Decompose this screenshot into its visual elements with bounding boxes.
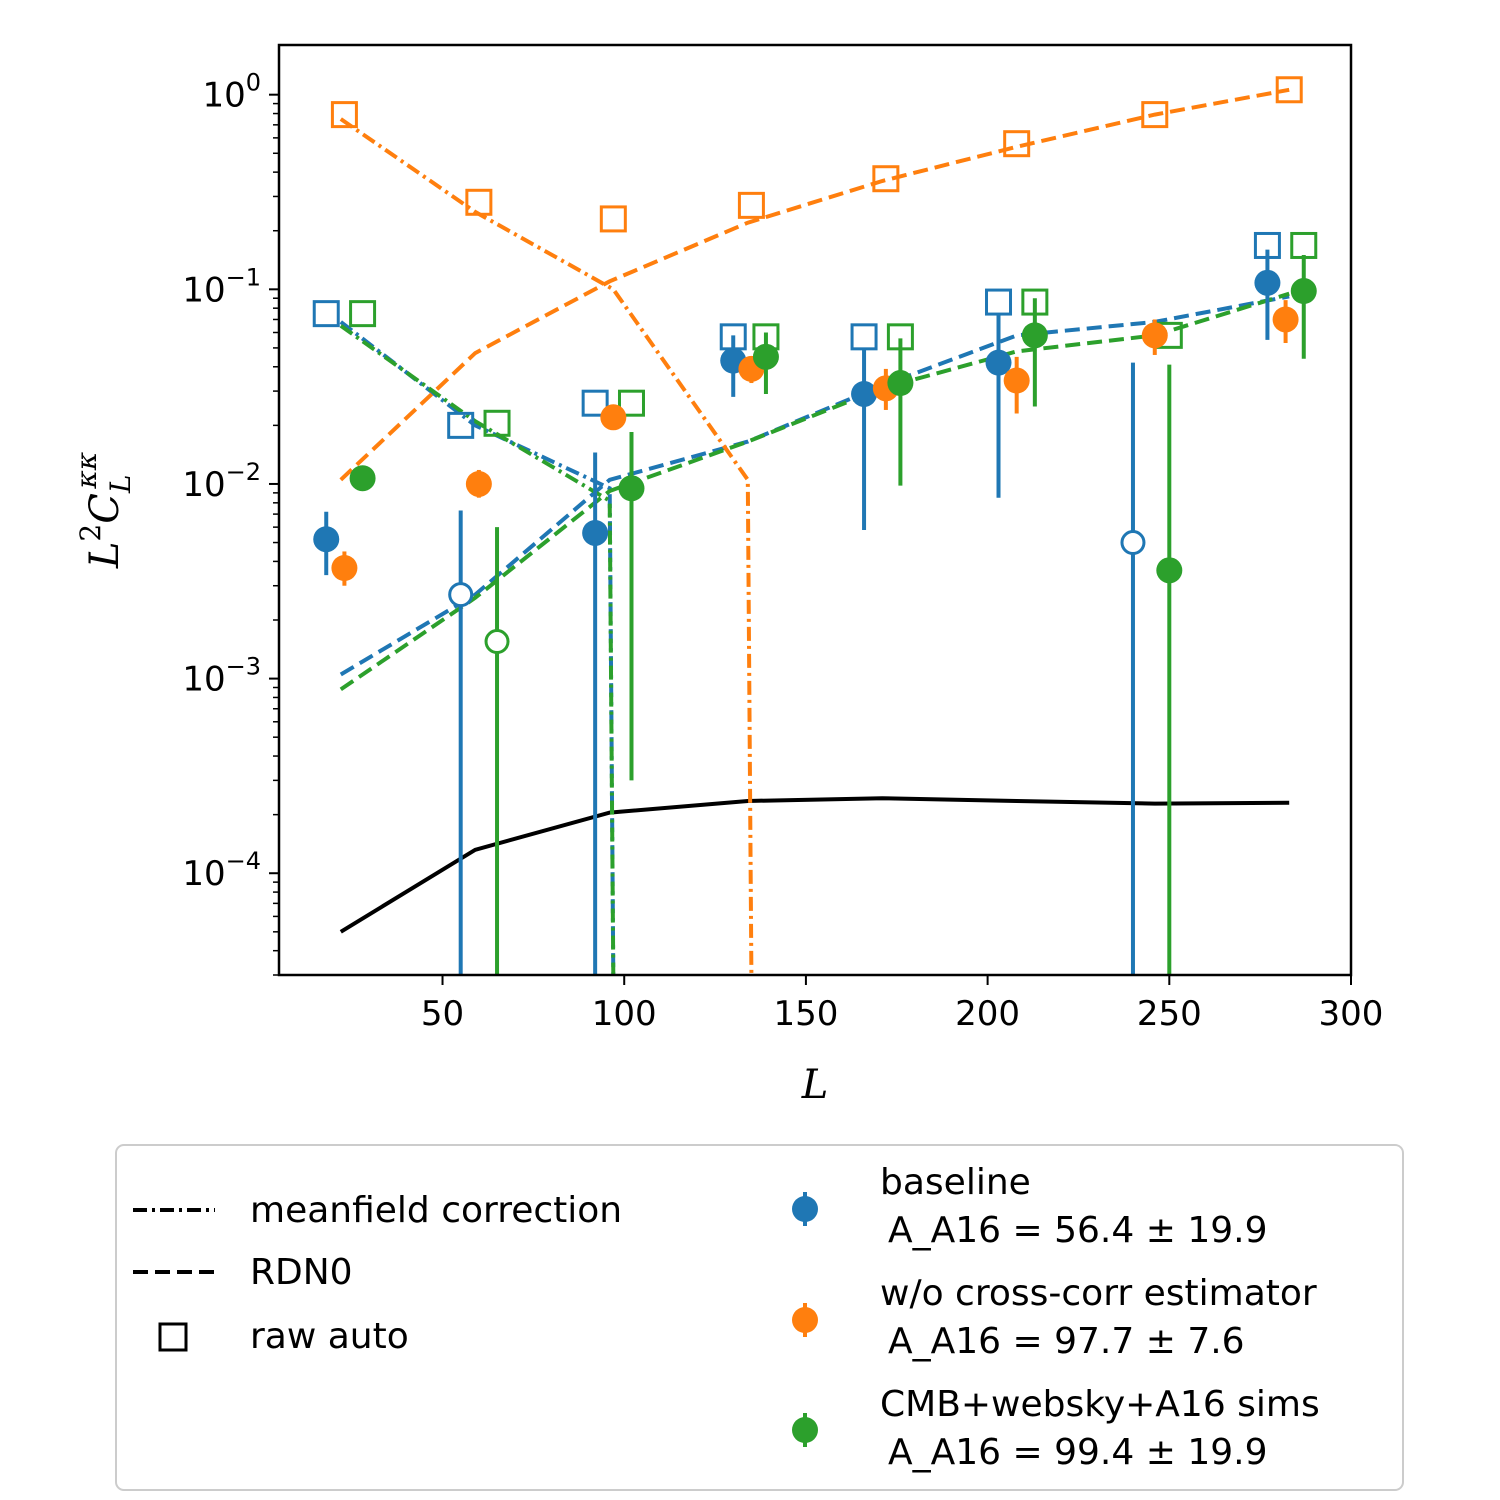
cmb-websky-a16-sims-point-5 xyxy=(1021,322,1048,349)
x-tick-label-250: 250 xyxy=(1137,994,1202,1034)
w-o-cross-corr-estimator-raw-auto-7 xyxy=(1275,76,1303,104)
legend-sims-marker xyxy=(792,1417,818,1443)
baseline-point-5 xyxy=(985,349,1012,376)
legend-baseline-marker xyxy=(792,1196,818,1222)
cmb-websky-a16-sims-raw-auto-7 xyxy=(1290,231,1318,259)
w-o-cross-corr-estimator-raw-auto-1 xyxy=(465,188,493,216)
baseline-point-0 xyxy=(313,526,340,553)
baseline-raw-auto-4 xyxy=(850,323,878,351)
x-axis: 50 100 150 200 250 300 xyxy=(421,975,1384,1034)
baseline-point-4 xyxy=(851,380,878,407)
w-o-cross-corr-estimator-raw-auto-0 xyxy=(330,101,358,129)
legend-box xyxy=(115,1144,1404,1491)
legend: meanfield correction RDN0 raw auto basel… xyxy=(115,1144,1404,1491)
cmb-websky-a16-sims-point-3 xyxy=(752,343,779,370)
w-o-cross-corr-estimator-raw-auto-3 xyxy=(737,191,765,219)
legend-meanfield-label: meanfield correction xyxy=(250,1190,622,1231)
x-tick-label-100: 100 xyxy=(592,994,657,1034)
w-o-cross-corr-estimator-point-2 xyxy=(600,404,627,431)
cmb-websky-a16-sims-point-4 xyxy=(887,370,914,397)
legend-sims-amplitude: A_A16 = 99.4 ± 19.9 xyxy=(888,1432,1267,1473)
baseline-raw-auto-5 xyxy=(985,288,1013,316)
x-axis-label: L xyxy=(801,1062,829,1108)
x-tick-label-50: 50 xyxy=(421,994,464,1034)
w-o-cross-corr-estimator-meanfield-line xyxy=(339,117,754,975)
legend-no-cross-entry: w/o cross-corr estimator A_A16 = 97.7 ± … xyxy=(792,1273,1317,1362)
y-axis: 10−4 10−3 10−2 10−1 100 xyxy=(182,69,279,976)
svg-text:L2CLκκ: L2CLκκ xyxy=(70,452,137,569)
y-tick-label--3: 10−3 xyxy=(182,653,261,700)
plot-frame xyxy=(277,43,1353,977)
cmb-websky-a16-sims-point-2 xyxy=(618,475,645,502)
w-o-cross-corr-estimator-point-6 xyxy=(1141,322,1168,349)
legend-no-cross-amplitude: A_A16 = 97.7 ± 7.6 xyxy=(888,1321,1245,1362)
cmb-websky-a16-sims-meanfield-line xyxy=(339,324,616,975)
legend-rdn0-label: RDN0 xyxy=(250,1252,353,1293)
w-o-cross-corr-estimator-raw-auto-2 xyxy=(599,205,627,233)
baseline-point-1 xyxy=(448,582,474,608)
legend-sims-entry: CMB+websky+A16 sims A_A16 = 99.4 ± 19.9 xyxy=(792,1384,1320,1473)
x-tick-label-300: 300 xyxy=(1319,994,1384,1034)
baseline-raw-auto-1 xyxy=(447,411,475,439)
cmb-websky-a16-sims-point-1 xyxy=(484,629,510,655)
y-tick-label-0: 100 xyxy=(202,69,261,116)
baseline-point-2 xyxy=(582,519,609,546)
legend-baseline-entry: baseline A_A16 = 56.4 ± 19.9 xyxy=(792,1162,1267,1251)
w-o-cross-corr-estimator-point-0 xyxy=(331,555,358,582)
cmb-websky-a16-sims-raw-auto-2 xyxy=(617,389,645,417)
theory-curve xyxy=(339,796,1290,934)
legend-no-cross-label: w/o cross-corr estimator xyxy=(880,1273,1317,1314)
y-axis-label: L2CLκκ xyxy=(70,452,137,569)
cmb-websky-a16-sims-rdn0-line xyxy=(339,291,1290,692)
legend-baseline-label: baseline xyxy=(880,1162,1031,1203)
cmb-websky-a16-sims-point-0 xyxy=(349,465,376,492)
legend-raw-auto-swatch xyxy=(158,1322,188,1352)
w-o-cross-corr-estimator-raw-auto-6 xyxy=(1141,101,1169,129)
legend-sims-label: CMB+websky+A16 sims xyxy=(880,1384,1320,1425)
w-o-cross-corr-estimator-rdn0-line xyxy=(339,87,1290,482)
w-o-cross-corr-estimator-point-7 xyxy=(1272,306,1299,333)
legend-no-cross-marker xyxy=(792,1307,818,1333)
x-tick-label-150: 150 xyxy=(773,994,838,1034)
y-tick-label--1: 10−1 xyxy=(182,263,261,310)
baseline-point-6 xyxy=(1120,530,1146,556)
cmb-websky-a16-sims-raw-auto-1 xyxy=(483,409,511,437)
legend-baseline-amplitude: A_A16 = 56.4 ± 19.9 xyxy=(888,1210,1267,1251)
y-tick-label--2: 10−2 xyxy=(182,458,261,505)
plot-content xyxy=(312,76,1318,975)
w-o-cross-corr-estimator-raw-auto-4 xyxy=(872,165,900,193)
y-tick-label--4: 10−4 xyxy=(182,847,261,894)
baseline-raw-auto-2 xyxy=(581,389,609,417)
plot-area xyxy=(312,76,1318,975)
cmb-websky-a16-sims-point-7 xyxy=(1290,278,1317,305)
baseline-point-7 xyxy=(1254,269,1281,296)
w-o-cross-corr-estimator-point-1 xyxy=(465,470,492,497)
cmb-websky-a16-sims-point-6 xyxy=(1156,557,1183,584)
cmb-websky-a16-sims-raw-auto-0 xyxy=(349,300,377,328)
baseline-raw-auto-0 xyxy=(312,300,340,328)
w-o-cross-corr-estimator-point-5 xyxy=(1003,367,1030,394)
w-o-cross-corr-estimator-raw-auto-5 xyxy=(1003,130,1031,158)
x-tick-label-200: 200 xyxy=(955,994,1020,1034)
legend-raw-auto-label: raw auto xyxy=(250,1316,409,1357)
